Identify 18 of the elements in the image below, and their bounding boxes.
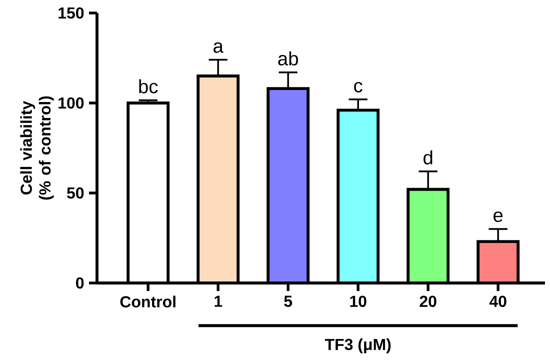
annotation: bc [139, 79, 158, 94]
annotation: c [354, 82, 362, 92]
annotation: ab [278, 51, 298, 66]
annotation: a [214, 42, 224, 53]
annotation: e [494, 212, 503, 222]
y-tick-label: 50 [67, 187, 84, 199]
y-tick-label: 150 [58, 7, 84, 19]
x-tick-label: 1 [214, 296, 222, 307]
y-axis-title: Cell viability (% of control) [20, 96, 54, 200]
y-tick-label: 0 [76, 277, 84, 289]
x-tick-label: 5 [284, 296, 292, 307]
y-tick-label: 100 [58, 97, 84, 109]
annotation: d [424, 150, 432, 164]
x-tick-label: Control [120, 296, 176, 308]
x-tick-label: 10 [350, 296, 366, 308]
x-axis-title: TF3 (μM) [324, 338, 391, 354]
x-tick-label: 20 [420, 296, 436, 308]
x-tick-label: 40 [489, 296, 506, 308]
